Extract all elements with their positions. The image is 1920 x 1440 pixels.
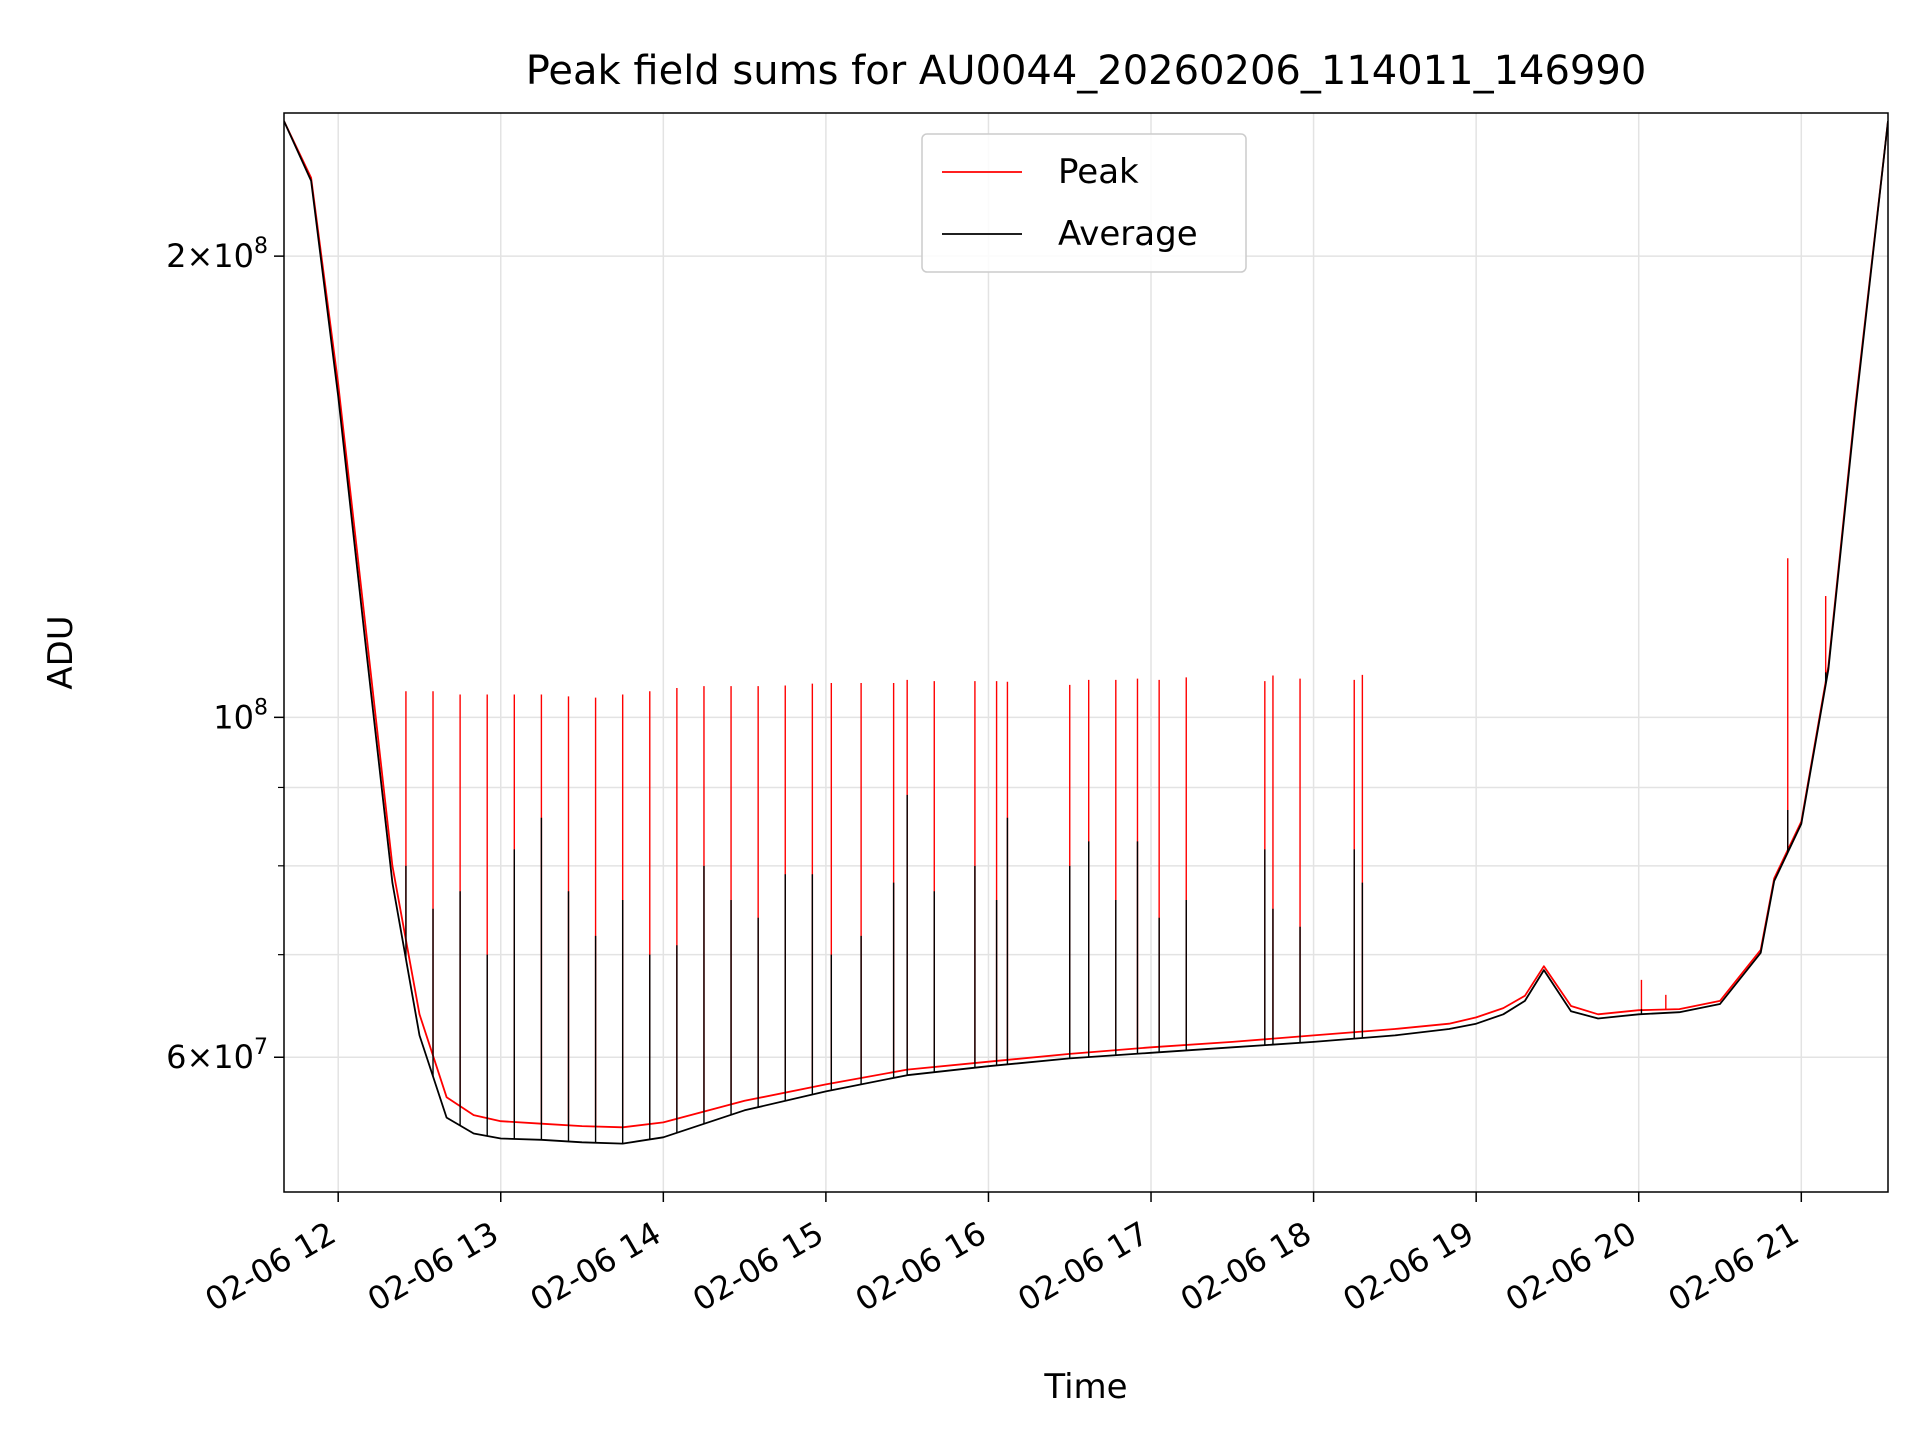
y-tick-label: 6×107 [166, 1035, 268, 1076]
y-tick-label: 108 [213, 695, 268, 736]
y-tick-base: 10 [213, 698, 254, 736]
y-tick-mantissa: 2 [166, 237, 186, 275]
y-tick-exponent: 8 [254, 695, 268, 720]
axes-frame [283, 112, 1889, 1193]
y-tick-exponent: 8 [254, 234, 268, 259]
y-tick-base: 10 [213, 237, 254, 275]
y-axis-label: ADU [41, 615, 81, 689]
y-tick-base: 10 [213, 1038, 254, 1076]
legend-label-average: Average [1058, 214, 1198, 254]
y-tick-exponent: 7 [254, 1035, 268, 1060]
series-average [284, 120, 1888, 1145]
legend-label-peak: Peak [1058, 152, 1139, 192]
series-line-peak [284, 120, 1888, 1129]
x-axis-label: Time [1043, 1367, 1127, 1407]
chart-title: Peak field sums for AU0044_20260206_1140… [526, 48, 1647, 94]
legend-box [921, 133, 1247, 273]
plot-area [284, 120, 1888, 1145]
y-tick-label: 2×108 [166, 234, 268, 275]
series-line-average [284, 120, 1888, 1145]
y-tick-times: × [186, 1038, 213, 1076]
y-tick-times: × [186, 237, 213, 275]
y-tick-mantissa: 6 [166, 1038, 186, 1076]
legend: Peak Average [921, 133, 1247, 273]
